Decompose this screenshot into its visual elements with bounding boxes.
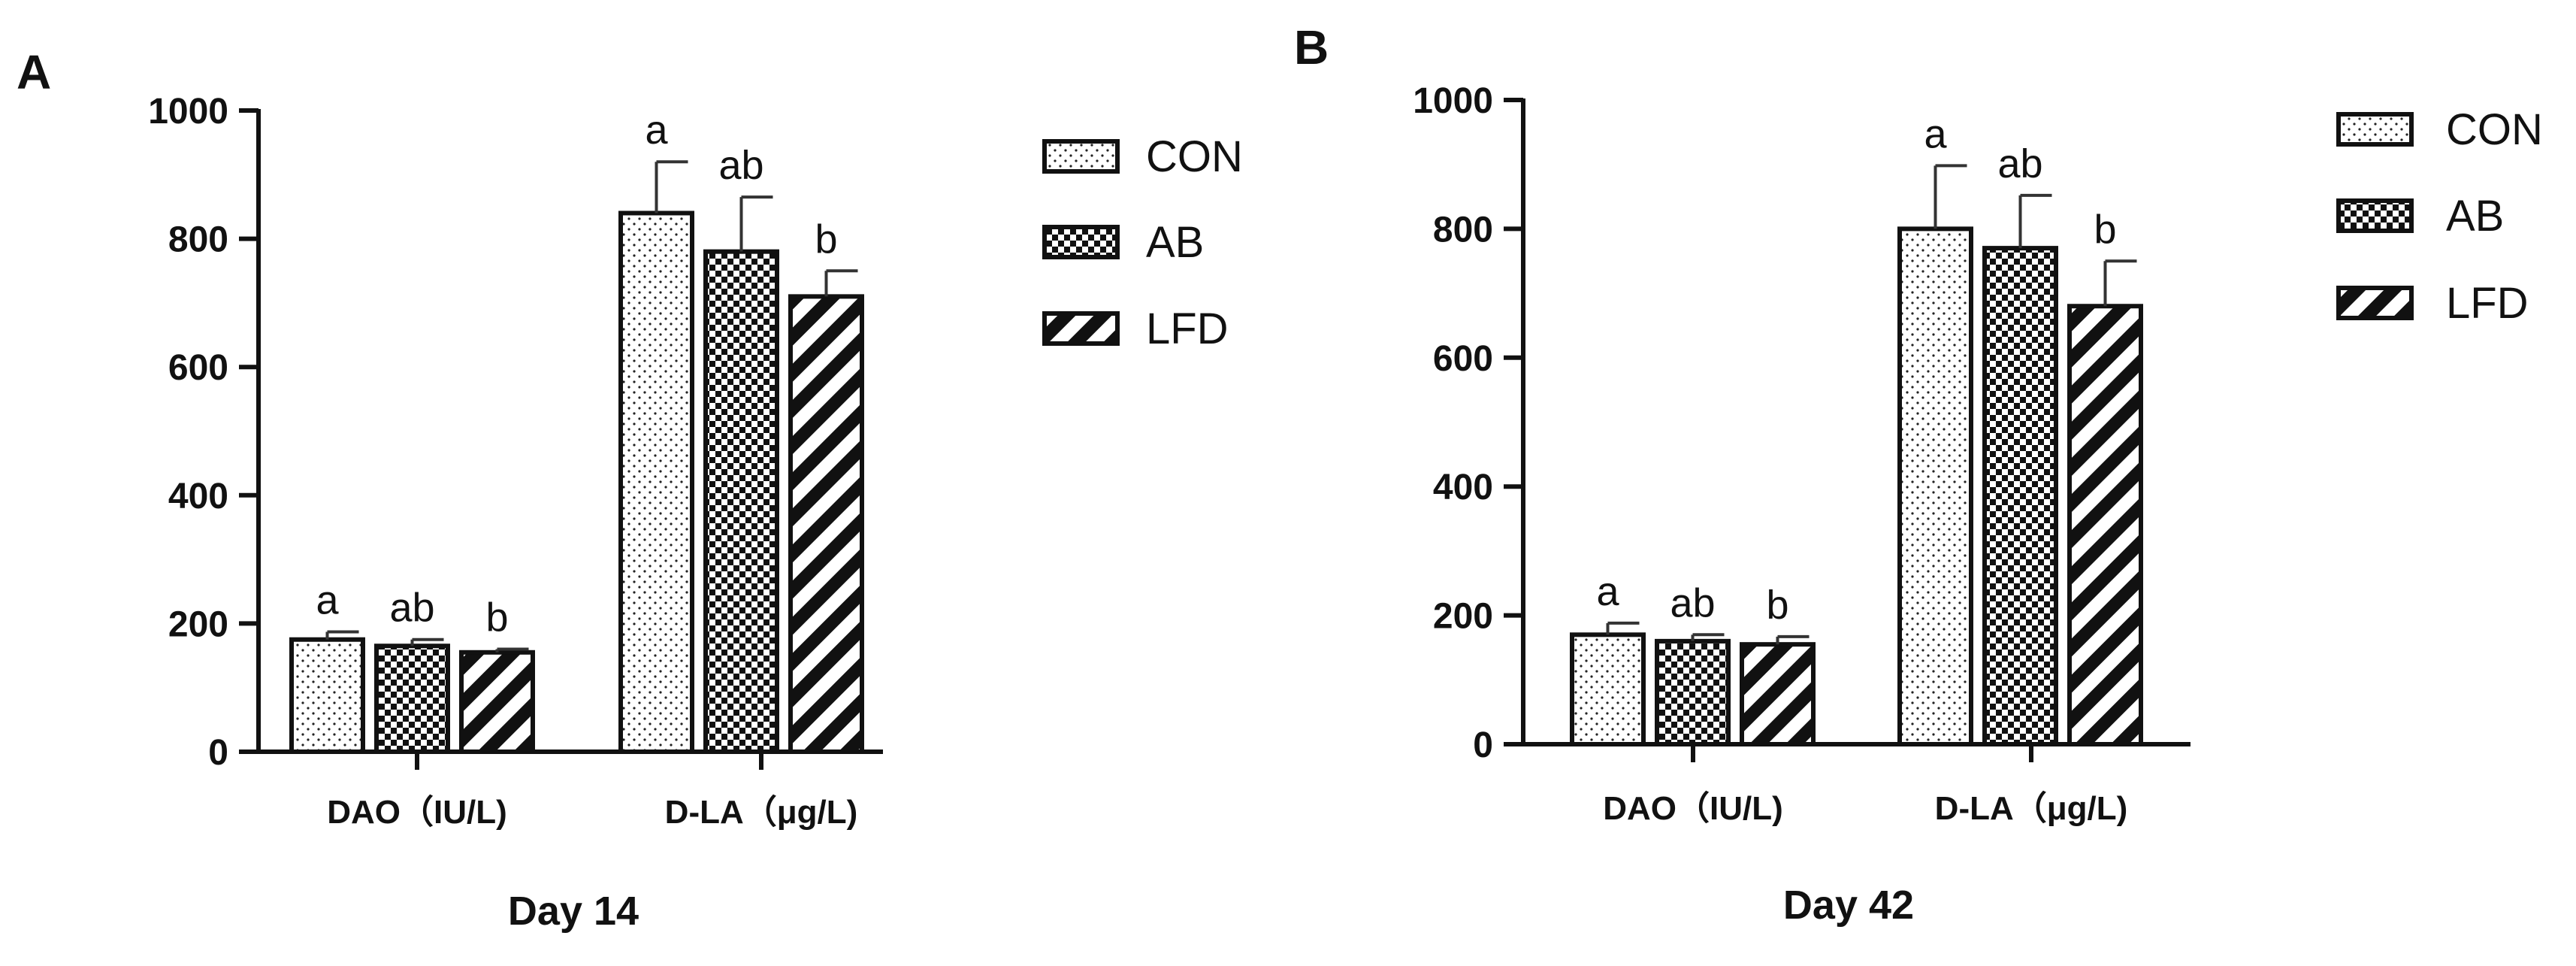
bar [1897, 226, 1973, 746]
legend-swatch [2336, 198, 2414, 233]
legend-swatch [2336, 286, 2414, 320]
significance-letter: a [1924, 111, 1947, 156]
significance-letter: b [1766, 583, 1788, 628]
significance-letter: ab [718, 143, 763, 188]
y-tick-label: 1000 [148, 92, 228, 132]
bar [1655, 638, 1731, 746]
y-tick-label: 200 [168, 604, 228, 644]
y-tick-label: 600 [168, 348, 228, 388]
legend-label: LFD [2446, 279, 2529, 328]
significance-letter: a [645, 108, 668, 153]
legend-swatch [1042, 225, 1120, 259]
bar [374, 643, 450, 754]
legend-label: LFD [1146, 304, 1229, 353]
significance-letter: b [815, 217, 837, 262]
legend-label: CON [1146, 132, 1243, 181]
legend-label: AB [1146, 218, 1204, 267]
significance-letter: a [316, 577, 339, 622]
legend-swatch [1042, 311, 1120, 346]
y-tick-label: 800 [1433, 210, 1493, 250]
y-tick-label: 400 [1433, 468, 1493, 507]
chart-title: Day 14 [508, 889, 639, 934]
bar [788, 294, 864, 754]
legend-label: AB [2446, 192, 2504, 241]
x-tick-label: DAO（IU/L) [1603, 790, 1783, 827]
x-tick-label: DAO（IU/L) [327, 794, 507, 831]
bar [2067, 304, 2143, 746]
y-tick-label: 800 [168, 220, 228, 260]
chart-panel-b: B Day 42 0 200 400 600 800 1000 DAO（IU/L) D-LA（… [1294, 20, 2543, 928]
panel-label: B [1294, 20, 1329, 74]
x-tick-label: D-LA（μg/L) [665, 794, 858, 831]
legend-swatch [1042, 139, 1120, 174]
significance-letter: ab [389, 586, 434, 631]
y-tick-label: 0 [1473, 725, 1493, 765]
y-tick-label: 400 [168, 477, 228, 516]
y-tick-label: 200 [1433, 597, 1493, 637]
y-tick-label: 0 [208, 733, 228, 773]
bar [459, 650, 535, 754]
legend-swatch [2336, 112, 2414, 147]
chart-title: Day 42 [1783, 883, 1914, 928]
panel-label: A [17, 45, 51, 99]
bar [618, 210, 694, 755]
x-tick-label: D-LA（μg/L) [1935, 790, 2128, 827]
significance-letter: ab [1670, 580, 1715, 625]
bar [703, 249, 779, 755]
bar [1982, 246, 2058, 746]
y-tick-label: 600 [1433, 339, 1493, 379]
chart-panel-a: A Day 14 0 200 400 600 800 1000 DAO（IU/L) D-LA（… [17, 45, 1243, 934]
bar [1570, 632, 1646, 746]
significance-letter: b [485, 595, 508, 640]
legend-label: CON [2446, 105, 2543, 154]
significance-letter: b [2094, 207, 2116, 252]
y-tick-label: 1000 [1413, 81, 1493, 121]
bar [1740, 642, 1816, 746]
significance-letter: ab [1997, 141, 2042, 186]
bar [289, 637, 365, 754]
significance-letter: a [1596, 569, 1619, 614]
